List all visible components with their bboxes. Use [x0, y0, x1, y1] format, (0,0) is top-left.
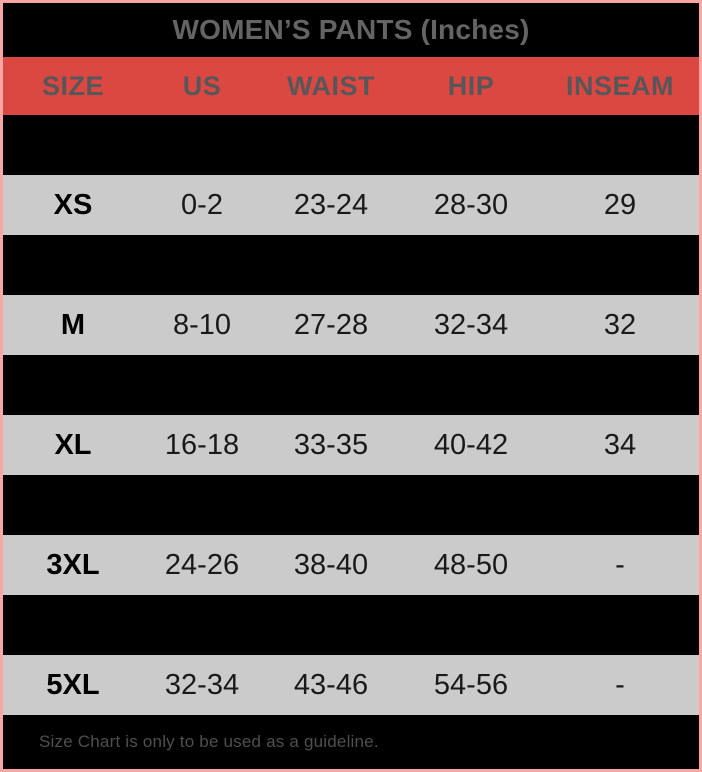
inseam-cell: 34 [603, 428, 637, 461]
waist-cell: 43-46 [293, 668, 369, 701]
column-header-row: SIZE US WAIST HIP INSEAM [3, 57, 699, 115]
us-cell: 0-2 [181, 188, 223, 221]
hip-cell: 48-50 [433, 548, 509, 581]
size-cell: 3XL [46, 548, 100, 581]
table-row-3xl: 3XL 24-26 38-40 48-50 - [3, 535, 699, 595]
hip-cell: 40-42 [433, 428, 509, 461]
inseam-cell: 32 [603, 308, 637, 341]
column-header-inseam: INSEAM [565, 70, 674, 101]
waist-cell: 23-24 [293, 188, 369, 221]
hip-cell: 54-56 [433, 668, 509, 701]
size-cell: M [60, 308, 86, 341]
waist-cell: 33-35 [293, 428, 369, 461]
column-header-us: US [182, 70, 222, 101]
table-row-hidden [3, 355, 699, 415]
size-cell: XL [54, 428, 92, 461]
table-row-hidden [3, 595, 699, 655]
column-header-waist: WAIST [287, 70, 375, 101]
table-row-xl: XL 16-18 33-35 40-42 34 [3, 415, 699, 475]
table-row-xs: XS 0-2 23-24 28-30 29 [3, 175, 699, 235]
column-header-hip: HIP [447, 70, 495, 101]
footnote-text: Size Chart is only to be used as a guide… [39, 732, 379, 751]
us-cell: 16-18 [164, 428, 240, 461]
inseam-cell: - [615, 548, 625, 581]
chart-title-bar: WOMEN’S PANTS (Inches) [3, 3, 699, 57]
us-cell: 32-34 [164, 668, 240, 701]
table-row-5xl: 5XL 32-34 43-46 54-56 - [3, 655, 699, 715]
inseam-cell: - [615, 668, 625, 701]
us-cell: 8-10 [172, 308, 232, 341]
hip-cell: 28-30 [433, 188, 509, 221]
chart-title: WOMEN’S PANTS (Inches) [172, 14, 530, 45]
column-header-size: SIZE [41, 70, 104, 101]
footnote-bar: Size Chart is only to be used as a guide… [3, 715, 699, 769]
hip-cell: 32-34 [433, 308, 509, 341]
table-row-hidden [3, 115, 699, 175]
size-cell: 5XL [46, 668, 100, 701]
waist-cell: 38-40 [293, 548, 369, 581]
waist-cell: 27-28 [293, 308, 369, 341]
table-row-hidden [3, 475, 699, 535]
size-cell: XS [53, 188, 93, 221]
us-cell: 24-26 [164, 548, 240, 581]
table-row-hidden [3, 235, 699, 295]
table-row-m: M 8-10 27-28 32-34 32 [3, 295, 699, 355]
inseam-cell: 29 [603, 188, 637, 221]
